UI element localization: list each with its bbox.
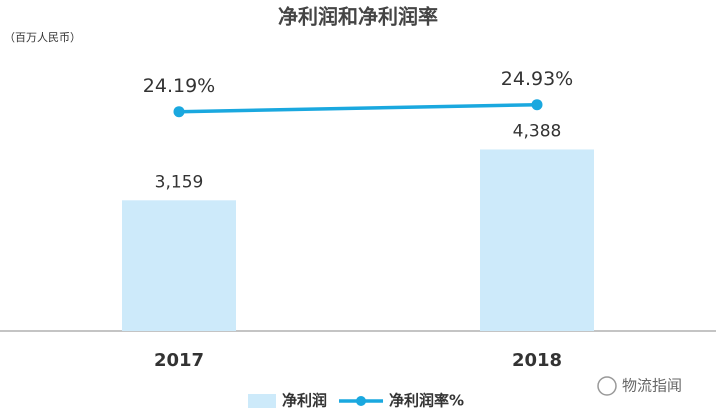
bar: [122, 200, 236, 331]
data-label: 4,388: [513, 121, 562, 141]
data-label: 24.93%: [501, 68, 573, 90]
watermark: 物流指闻: [597, 376, 682, 396]
data-label: 24.19%: [143, 75, 215, 97]
x-tick-label: 2018: [512, 350, 562, 371]
bar: [480, 149, 594, 331]
point: [173, 106, 185, 118]
watermark-icon: [597, 376, 617, 396]
x-tick-label: 2017: [154, 350, 204, 371]
point: [531, 99, 543, 111]
line: [178, 102, 538, 114]
legend-label: 净利润率%: [389, 392, 464, 410]
legend-swatch: [356, 396, 367, 406]
chart-title: 净利润和净利润率: [278, 5, 438, 29]
legend-swatch: [248, 394, 276, 408]
legend-label: 净利润: [282, 392, 327, 410]
data-label: 3,159: [155, 172, 204, 192]
watermark-text: 物流指闻: [622, 377, 682, 395]
unit-label: （百万人民币）: [4, 31, 81, 44]
